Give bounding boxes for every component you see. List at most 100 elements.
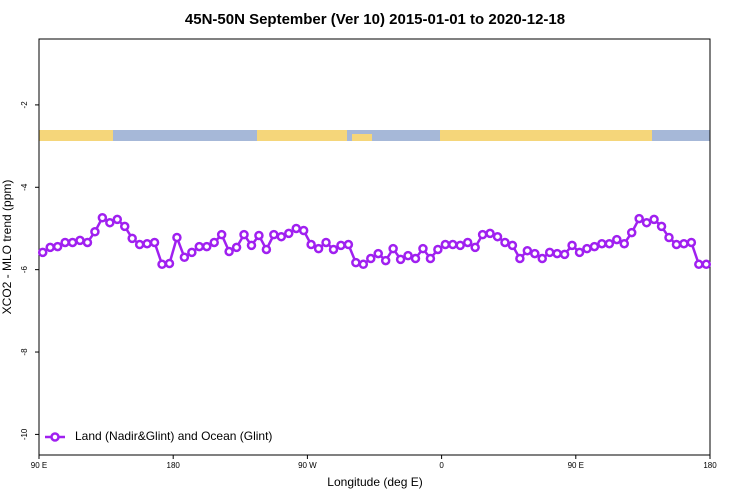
point <box>202 241 212 252</box>
y-tick-label: -8 <box>20 348 29 356</box>
point <box>604 238 615 249</box>
point <box>440 239 451 250</box>
legend-label: Land (Nadir&Glint) and Ocean (Glint) <box>75 429 272 443</box>
point <box>448 239 458 250</box>
x-axis-label: Longitude (deg E) <box>327 475 422 489</box>
x-tick-label: 180 <box>167 461 181 470</box>
point <box>291 223 301 234</box>
x-tick-label: 90 W <box>298 461 317 470</box>
point <box>321 237 331 248</box>
point <box>82 237 93 248</box>
point <box>641 217 652 228</box>
point <box>209 237 219 248</box>
point <box>67 237 78 248</box>
point <box>485 228 495 239</box>
point <box>313 243 324 254</box>
point <box>194 241 205 252</box>
point <box>246 240 257 251</box>
legend-marker <box>50 432 60 442</box>
point <box>552 248 562 259</box>
point <box>261 244 272 255</box>
point <box>589 241 600 252</box>
point <box>239 229 249 240</box>
point <box>269 229 279 240</box>
point <box>380 255 391 266</box>
point <box>134 239 145 250</box>
point <box>477 229 488 240</box>
point <box>284 228 294 239</box>
point <box>664 232 674 243</box>
point <box>224 246 234 257</box>
point <box>373 248 383 259</box>
point <box>403 250 413 261</box>
point <box>395 254 406 265</box>
point <box>410 253 421 264</box>
point <box>559 249 570 260</box>
point <box>515 253 525 264</box>
point <box>149 237 160 248</box>
point <box>634 213 644 224</box>
point <box>418 243 428 254</box>
point <box>358 259 369 270</box>
point <box>366 253 376 264</box>
point <box>567 240 577 251</box>
point <box>298 225 309 236</box>
point <box>142 238 152 249</box>
map-strip <box>39 130 710 141</box>
point <box>179 252 190 263</box>
point <box>37 247 48 258</box>
point <box>574 247 585 258</box>
x-tick-label: 90 E <box>31 461 47 470</box>
point <box>507 240 518 251</box>
point <box>336 240 346 251</box>
point <box>343 239 354 250</box>
point <box>60 237 70 248</box>
point <box>597 238 607 249</box>
point <box>97 213 108 223</box>
point <box>172 232 182 243</box>
point <box>328 244 339 255</box>
point <box>254 230 264 241</box>
point <box>544 247 555 258</box>
point <box>530 248 540 259</box>
point <box>671 239 682 250</box>
plot-frame <box>38 38 711 456</box>
point <box>537 253 547 264</box>
point <box>306 239 316 250</box>
point <box>276 231 287 242</box>
point <box>462 237 473 248</box>
point <box>470 242 480 253</box>
chart-title: 45N-50N September (Ver 10) 2015-01-01 to… <box>185 11 565 28</box>
y-tick-label: -2 <box>20 101 29 109</box>
point <box>694 259 704 270</box>
point <box>500 237 510 248</box>
point <box>582 243 592 254</box>
point <box>157 259 167 270</box>
point <box>612 234 622 245</box>
point <box>522 245 533 256</box>
point <box>52 241 63 252</box>
point <box>90 227 100 237</box>
y-tick-label: -6 <box>20 266 29 274</box>
point <box>119 221 130 232</box>
point <box>626 227 637 238</box>
point <box>619 238 630 249</box>
point <box>388 243 398 254</box>
point <box>231 242 242 253</box>
x-tick-label: 90 E <box>568 461 584 470</box>
point <box>105 217 115 228</box>
point <box>433 244 443 255</box>
point <box>164 258 175 269</box>
y-tick-label: -4 <box>20 183 29 191</box>
point <box>649 214 659 225</box>
x-tick-label: 180 <box>703 461 717 470</box>
point <box>679 238 689 249</box>
y-axis-label: XCO2 - MLO trend (ppm) <box>0 180 14 315</box>
x-tick-label: 0 <box>439 461 444 470</box>
point <box>656 221 667 232</box>
point <box>45 242 55 253</box>
point <box>127 233 137 244</box>
point <box>701 259 712 270</box>
point <box>187 247 197 258</box>
